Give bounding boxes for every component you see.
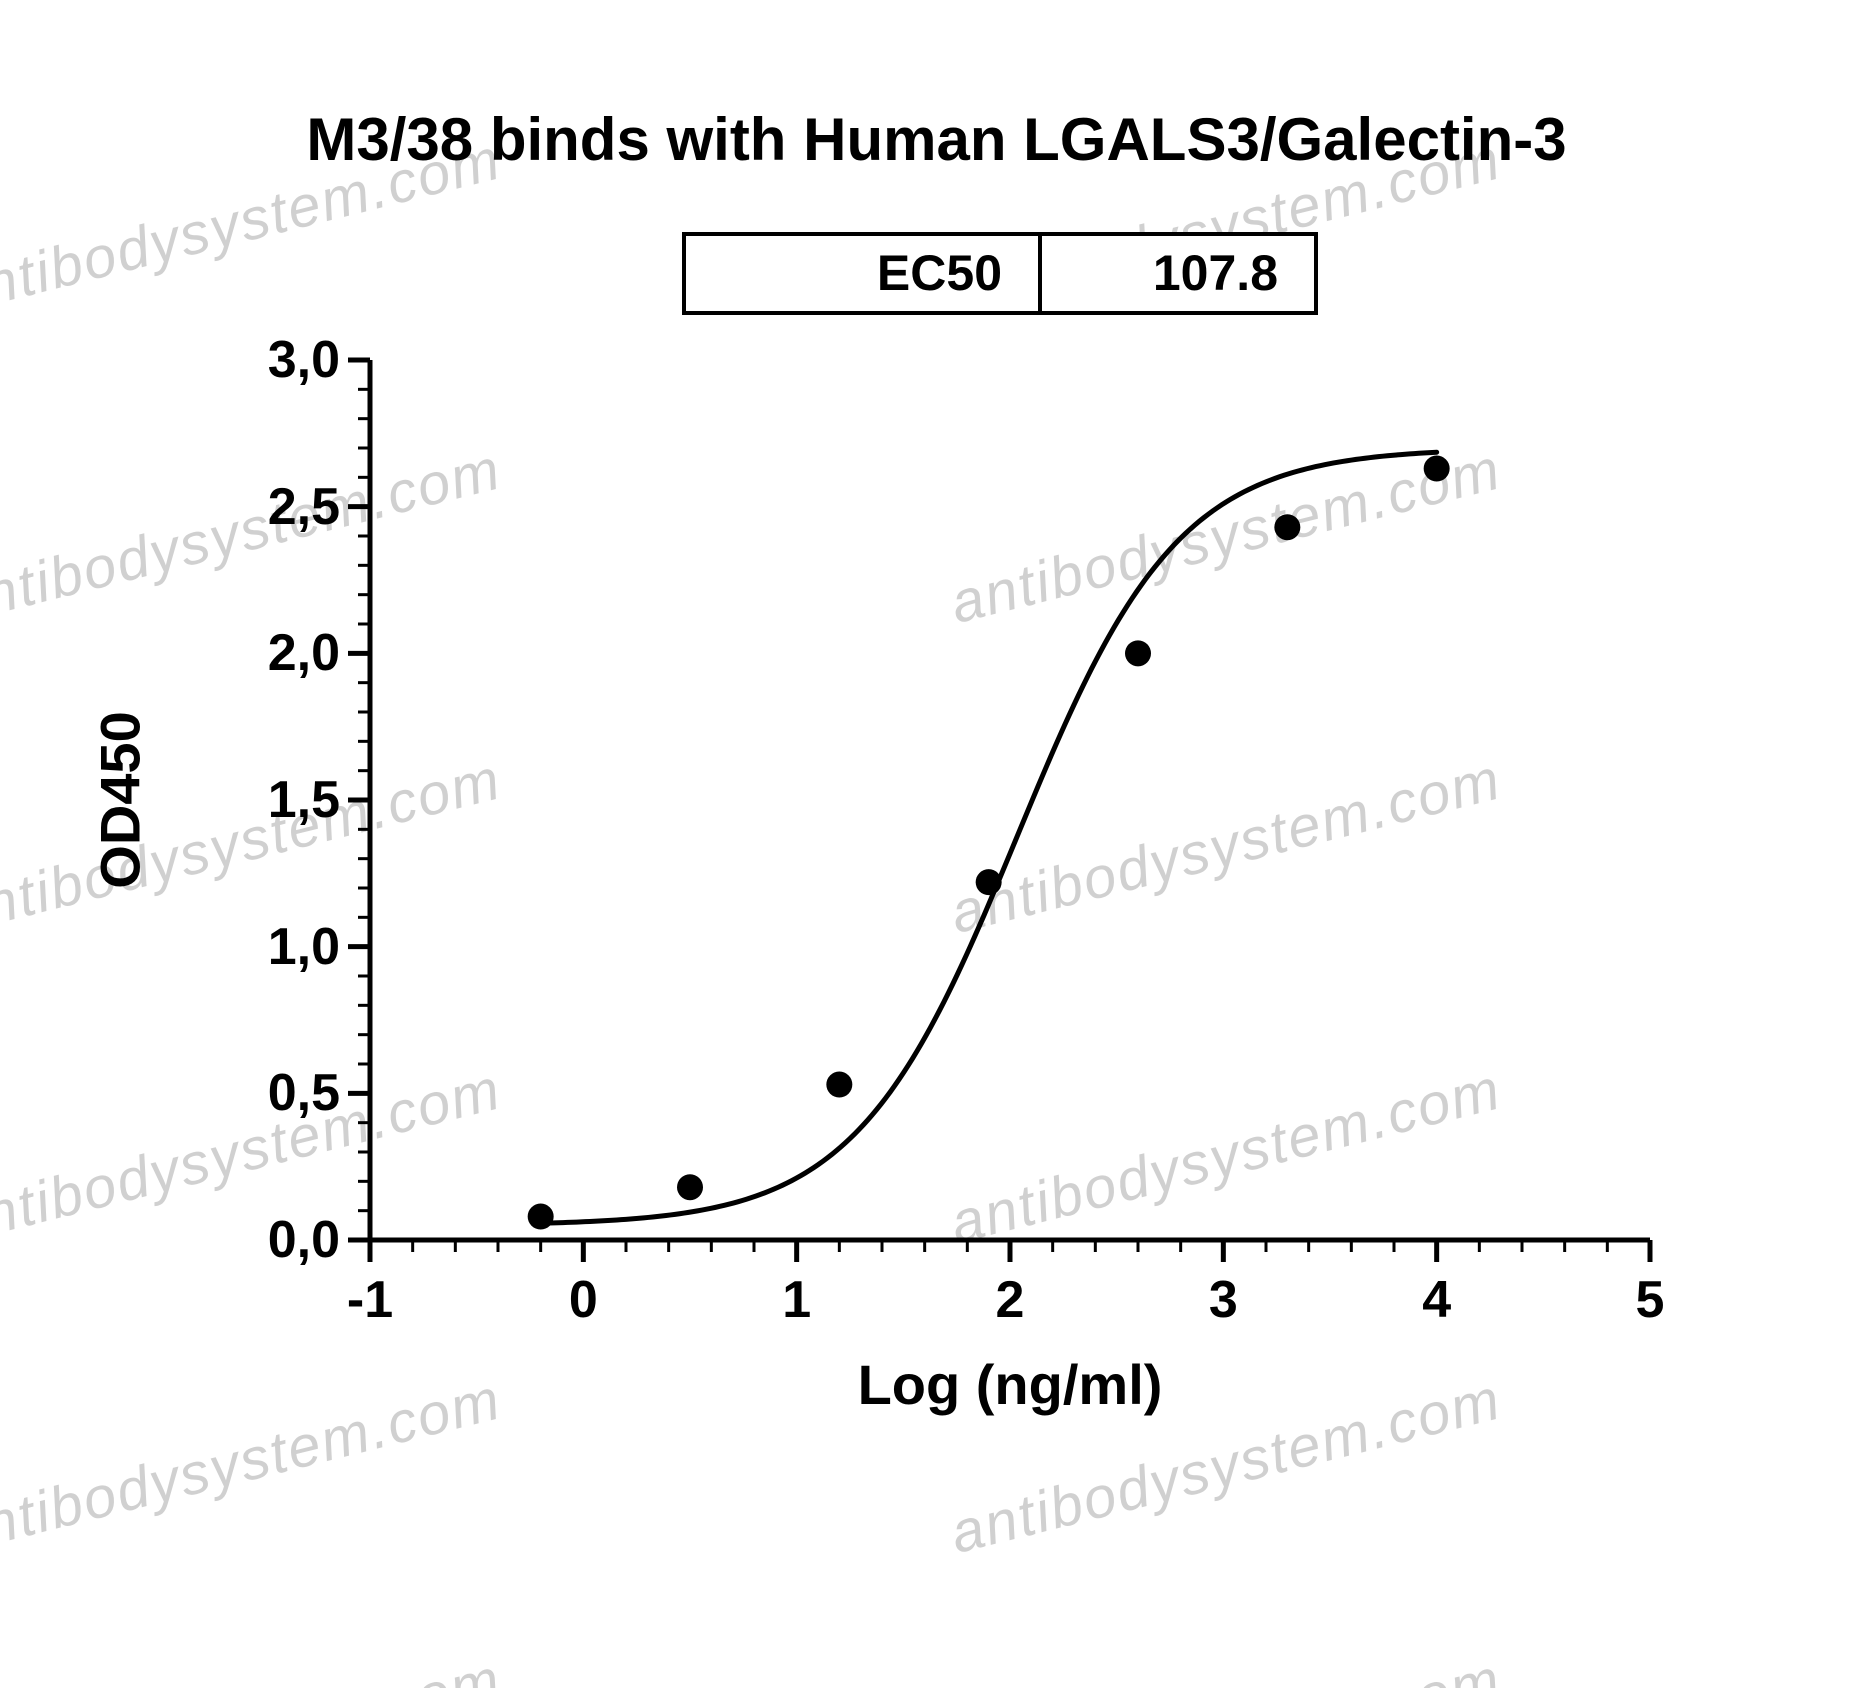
chart-svg: [330, 350, 1670, 1280]
x-tick-label: 4: [1377, 1270, 1497, 1330]
x-tick-label: 2: [950, 1270, 1070, 1330]
fit-curve: [541, 452, 1437, 1223]
data-point: [1424, 456, 1450, 482]
data-point: [677, 1174, 703, 1200]
y-tick-label: 1,0: [200, 917, 340, 977]
x-tick-label: 1: [737, 1270, 857, 1330]
data-point: [826, 1072, 852, 1098]
ec50-value: 107.8: [1042, 236, 1314, 311]
data-point: [976, 869, 1002, 895]
x-tick-label: 3: [1163, 1270, 1283, 1330]
ec50-box: EC50 107.8: [682, 232, 1318, 315]
y-tick-label: 1,5: [200, 770, 340, 830]
chart-plot: [370, 360, 1650, 1240]
y-tick-label: 0,5: [200, 1063, 340, 1123]
x-tick-label: 5: [1590, 1270, 1710, 1330]
data-point: [1274, 514, 1300, 540]
ec50-label: EC50: [686, 236, 1042, 311]
x-tick-label: -1: [310, 1270, 430, 1330]
y-tick-label: 2,0: [200, 623, 340, 683]
y-tick-label: 2,5: [200, 477, 340, 537]
y-axis-label: OD450: [88, 711, 153, 888]
y-tick-label: 0,0: [200, 1210, 340, 1270]
x-tick-label: 0: [523, 1270, 643, 1330]
x-axis-label: Log (ng/ml): [370, 1352, 1650, 1417]
chart-title: M3/38 binds with Human LGALS3/Galectin-3: [0, 105, 1873, 174]
data-point: [1125, 640, 1151, 666]
watermark-text: antibodysystem.com: [944, 1645, 1508, 1688]
y-tick-label: 3,0: [200, 330, 340, 390]
data-point: [528, 1204, 554, 1230]
watermark-text: antibodysystem.com: [0, 1645, 508, 1688]
